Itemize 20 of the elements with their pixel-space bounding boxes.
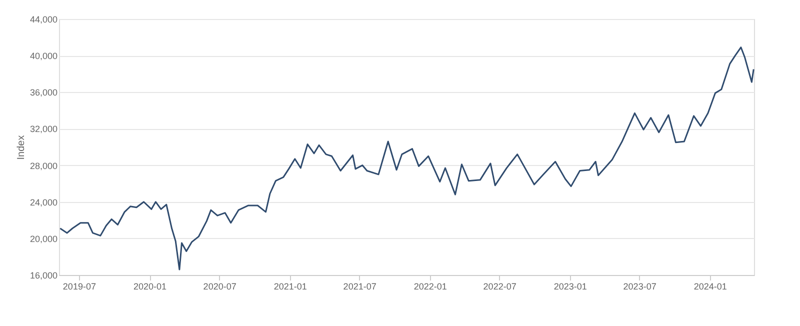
y-tick-label: 36,000 [30, 88, 58, 98]
y-tick-label: 24,000 [30, 197, 58, 208]
x-tick-label: 2021-07 [343, 282, 376, 292]
x-tick-label: 2019-07 [62, 282, 96, 292]
y-axis-title: Index [16, 135, 27, 160]
x-tick-label: 2021-01 [274, 282, 307, 292]
line-series [59, 46, 754, 270]
x-tick-label: 2023-01 [554, 282, 587, 292]
y-tick-label: 32,000 [30, 124, 58, 134]
x-tick-label: 2022-01 [414, 282, 447, 292]
y-tick-label: 20,000 [30, 234, 58, 244]
x-tick-label: 2024-01 [694, 282, 727, 292]
y-tick-label: 44,000 [30, 14, 58, 24]
x-tick-label: 2022-07 [483, 282, 516, 292]
y-tick-label: 16,000 [30, 270, 58, 280]
x-tick-label: 2020-01 [134, 282, 167, 292]
x-tick-label: 2023-07 [623, 282, 656, 292]
y-tick-label: 40,000 [30, 51, 58, 62]
x-tick-label: 2020-07 [203, 282, 236, 292]
y-tick-label: 28,000 [30, 160, 58, 171]
